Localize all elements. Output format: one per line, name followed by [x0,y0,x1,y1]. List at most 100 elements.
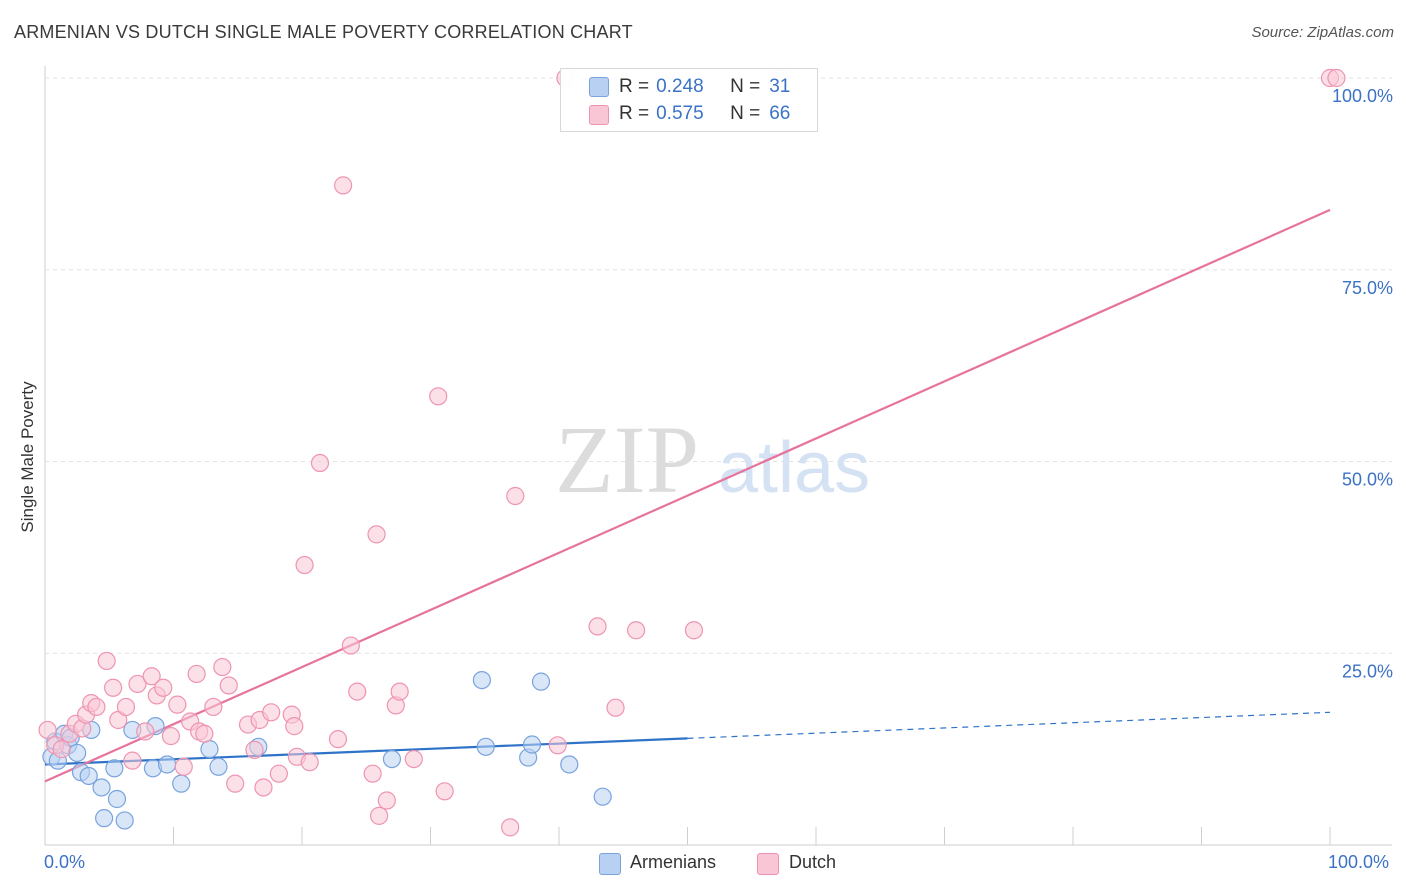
dutch-point-55 [501,818,520,837]
dutch-point-27 [213,657,232,677]
dutch-point-10 [104,678,123,697]
armenians-trend-line-extension [687,711,1331,739]
watermark-atlas: atlas [718,428,870,508]
source-label: Source: ZipAtlas.com [1251,24,1394,41]
dutch-point-14 [128,674,147,694]
dutch-point-43 [334,176,353,195]
armenians-point-20 [200,740,219,759]
dutch-point-53 [429,387,448,406]
dutch-trend-line [44,208,1331,783]
watermark: ZIP atlas [555,406,870,513]
armenians-point-19 [172,774,191,793]
legend-dutch-r-label: R = [619,103,650,124]
watermark-zip: ZIP [555,406,699,513]
armenians-point-28 [531,672,551,691]
dutch-point-18 [154,678,173,697]
armenians-point-8 [79,766,98,786]
dutch-point-49 [377,791,396,810]
bottom-legend-dutch: Dutch [789,852,837,872]
dutch-point-48 [370,806,389,825]
point-layer [38,68,1346,837]
dutch-point-46 [363,764,382,783]
dutch-point-15 [136,722,155,741]
dutch-point-9 [97,651,116,671]
legend-armenians-n-label: N = [730,76,761,97]
dutch-point-19 [161,726,181,746]
armenians-point-24 [472,670,491,690]
dutch-point-20 [168,695,187,714]
armenians-point-29 [560,755,579,774]
dutch-point-60 [606,698,625,717]
dutch-point-42 [328,730,348,749]
dutch-point-39 [295,555,314,575]
dutch-point-51 [390,682,409,701]
dutch-point-16 [142,667,161,686]
armenians-point-27 [522,735,542,754]
legend-armenians-row: R = 0.248 N = 31 [619,75,790,99]
armenians-point-25 [476,737,495,756]
dutch-point-45 [348,682,367,701]
armenians-point-11 [95,809,114,828]
armenians-point-13 [107,789,127,809]
legend-dutch-row: R = 0.575 N = 66 [619,102,790,126]
dutch-point-62 [684,621,704,640]
dutch-point-12 [116,697,136,717]
dutch-point-23 [187,664,206,684]
dutch-point-47 [367,525,386,544]
dutch-point-34 [262,703,281,722]
bottom-legend-armenians-swatch [599,853,621,875]
dutch-point-8 [87,697,106,717]
dutch-point-56 [506,486,525,506]
dutch-point-59 [588,617,607,636]
dutch-point-41 [310,453,330,473]
dutch-point-54 [435,782,454,801]
dutch-point-35 [269,764,288,783]
bottom-legend-dutch-swatch [757,853,779,875]
dutch-point-33 [254,778,273,797]
dutch-point-13 [123,751,142,770]
y-tick-label-2: 75.0% [1342,278,1393,298]
legend-dutch-n-value: 66 [769,103,791,124]
legend-armenians-r-value: 0.248 [656,76,704,97]
trend-layer [44,208,1331,783]
dutch-point-57 [548,736,567,755]
armenians-point-6 [68,743,87,763]
y-tick-label-0: 25.0% [1342,661,1393,681]
legend-armenians-swatch [589,77,609,97]
armenians-point-30 [593,787,612,806]
dutch-point-28 [219,676,238,695]
armenians-point-12 [105,759,124,778]
dutch-point-2 [52,740,71,759]
y-tick-labels: 25.0% 50.0% 75.0% 100.0% [1332,86,1393,681]
legend-armenians-r-label: R = [619,76,650,97]
dutch-point-29 [226,774,245,793]
dutch-point-44 [341,636,360,655]
legend-dutch-n-label: N = [730,103,761,124]
legend-dutch-r-value: 0.575 [656,103,704,124]
dutch-point-31 [245,740,264,759]
dutch-point-0 [38,720,57,740]
x-tick-min: 0.0% [44,852,86,872]
dutch-point-25 [195,724,214,743]
dutch-point-26 [204,697,223,717]
legend-dutch-swatch [589,105,609,125]
legend-armenians-n-value: 31 [769,76,791,97]
dutch-point-21 [174,757,193,776]
dutch-point-37 [285,717,304,736]
chart-title: ARMENIAN VS DUTCH SINGLE MALE POVERTY CO… [14,22,633,42]
y-tick-label-3: 100.0% [1332,86,1393,106]
dutch-point-40 [300,753,319,772]
dutch-point-52 [404,749,423,769]
y-tick-label-1: 50.0% [1342,470,1393,490]
armenians-point-23 [382,749,402,769]
armenians-point-14 [115,811,134,830]
dutch-point-65 [1327,68,1346,88]
bottom-legend-armenians: Armenians [630,852,717,872]
dutch-point-61 [626,621,646,640]
legend: R = 0.248 N = 31 R = 0.575 N = 66 [560,68,818,132]
x-tick-max: 100.0% [1328,852,1390,872]
armenians-point-18 [157,755,177,774]
armenians-point-10 [92,778,111,797]
armenians-point-21 [209,757,228,776]
